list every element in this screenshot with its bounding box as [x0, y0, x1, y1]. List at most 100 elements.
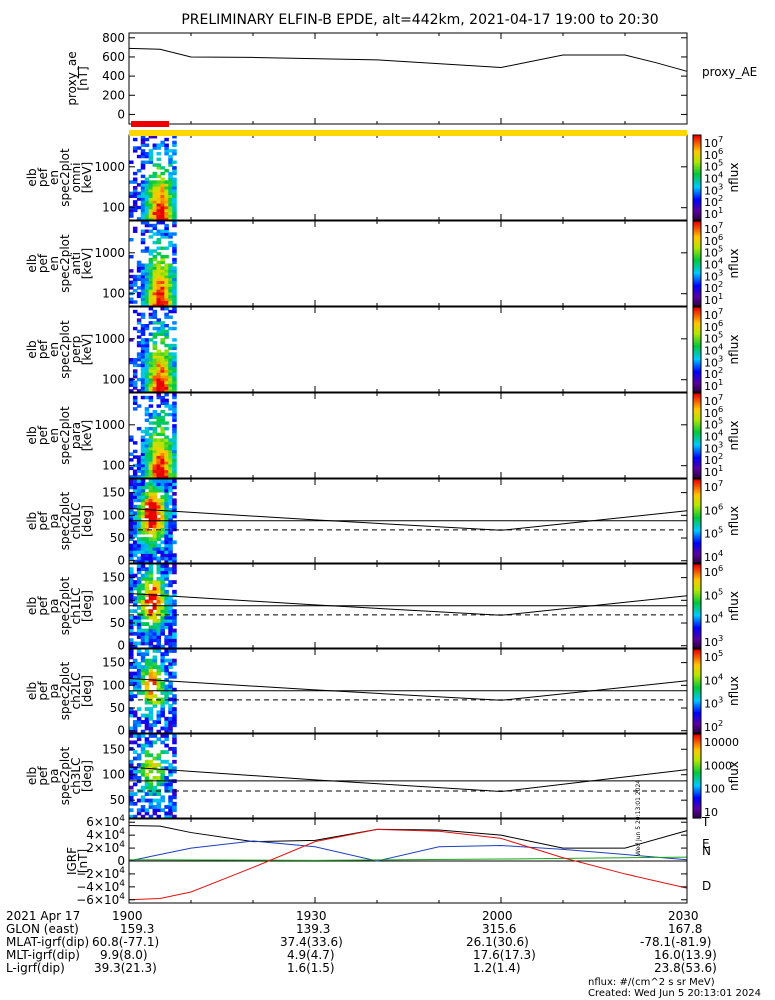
- spectrogram-pixel: [140, 491, 146, 496]
- spectrogram-pixel: [152, 458, 158, 462]
- colorbar-segment: [693, 375, 701, 378]
- spectrogram-pixel: [156, 152, 162, 156]
- spectrogram-pixel: [152, 326, 158, 331]
- colorbar-segment: [693, 701, 701, 705]
- spectrogram-pixel: [144, 366, 150, 370]
- spectrogram-pixel: [132, 776, 138, 780]
- spectrogram-pixel: [160, 358, 165, 362]
- spectrogram-pixel: [132, 226, 138, 231]
- panel-frame: [128, 306, 688, 393]
- spectrogram-pixel: [140, 635, 146, 639]
- spectrogram-pixel: [164, 570, 169, 575]
- spectrogram-pixel: [144, 449, 150, 454]
- y-axis-label: para: [69, 422, 83, 449]
- spectrogram-pixel: [136, 404, 142, 408]
- spectrogram-pixel: [172, 274, 177, 279]
- spectrogram-pixel: [164, 537, 169, 541]
- spectrogram-pixel: [168, 377, 173, 382]
- colorbar-segment: [693, 497, 701, 501]
- spectrogram-pixel: [140, 186, 146, 190]
- y-tick-label: 6×104: [86, 814, 125, 829]
- spectrogram-pixel: [148, 668, 154, 673]
- spectrogram-pixel: [156, 511, 162, 516]
- colorbar-segment: [693, 259, 701, 262]
- spectrogram-pixel: [168, 631, 173, 636]
- spectrogram-pixel: [164, 576, 169, 581]
- spectrogram-pixel: [152, 556, 158, 561]
- spectrogram-pixel: [148, 694, 154, 699]
- spectrogram-pixel: [156, 238, 162, 242]
- spectrogram-pixel: [136, 546, 142, 551]
- colorbar-segment: [693, 284, 701, 288]
- colorbar-segment: [693, 597, 701, 601]
- spectrogram-pixel: [144, 294, 150, 299]
- spectrogram-pixel: [140, 469, 146, 473]
- spectrogram-pixel: [140, 446, 146, 451]
- spectrogram-pixel: [164, 441, 169, 445]
- colorbar-segment: [693, 203, 701, 206]
- spectrogram-pixel: [164, 488, 169, 493]
- spectrogram-pixel: [132, 180, 138, 184]
- spectrogram-pixel: [144, 501, 150, 506]
- colorbar-segment: [693, 385, 701, 389]
- spectrogram-pixel: [172, 814, 177, 819]
- spectrogram-pixel: [144, 363, 150, 368]
- spectrogram-pixel: [156, 700, 162, 705]
- colorbar-segment: [693, 510, 701, 514]
- colorbar-segment: [693, 431, 701, 434]
- spectrogram-pixel: [172, 514, 177, 519]
- spectrogram-pixel: [168, 788, 173, 793]
- spectrogram-pixel: [168, 372, 173, 376]
- y-axis-label: pef: [36, 167, 50, 187]
- spectrogram-pixel: [172, 593, 177, 597]
- spectrogram-pixel: [140, 668, 146, 673]
- spectrogram-pixel: [164, 785, 169, 790]
- spectrogram-pixel: [144, 599, 150, 604]
- spectrogram-pixel: [132, 596, 138, 601]
- colorbar-segment: [693, 776, 701, 779]
- spectrogram-pixel: [168, 211, 173, 215]
- spectrogram-pixel: [172, 469, 177, 473]
- spectrogram-pixel: [132, 684, 138, 689]
- spectrogram-pixel: [172, 511, 177, 516]
- spectrogram-pixel: [148, 149, 154, 153]
- spectrogram-pixel: [132, 530, 138, 535]
- colorbar-segment: [693, 192, 701, 196]
- spectrogram-pixel: [172, 482, 177, 487]
- spectrogram-pixel: [152, 622, 158, 626]
- spectrogram-pixel: [164, 360, 169, 365]
- spectrogram-pixel: [156, 418, 162, 422]
- spectrogram-pixel: [172, 321, 177, 325]
- colorbar-segment: [693, 171, 701, 174]
- spectrogram-pixel: [160, 511, 165, 516]
- spectrogram-pixel: [144, 808, 150, 813]
- colorbar-segment: [693, 475, 701, 479]
- spectrogram-pixel: [132, 274, 138, 279]
- spectrogram-pixel: [144, 203, 150, 207]
- spectrogram-pixel: [164, 203, 169, 207]
- spectrogram-pixel: [129, 671, 134, 676]
- spectrogram-pixel: [148, 312, 154, 317]
- spectrogram-pixel: [168, 567, 173, 572]
- y-axis-label: spec2plot: [58, 320, 72, 379]
- spectrogram-pixel: [140, 160, 146, 164]
- spectrogram-pixel: [132, 463, 138, 468]
- colorbar-segment: [693, 422, 701, 426]
- spectrogram-pixel: [168, 671, 173, 676]
- spectrogram-pixel: [144, 665, 150, 669]
- spectrogram-pixel: [144, 280, 150, 284]
- spectrogram-pixel: [172, 358, 177, 362]
- spectrogram-pixel: [136, 329, 142, 334]
- spectrogram-pixel: [132, 550, 138, 554]
- colorbar-label: nflux: [727, 506, 741, 536]
- colorbar-segment: [693, 718, 701, 721]
- spectrogram-pixel: [132, 723, 138, 728]
- spectrogram-pixel: [160, 521, 165, 525]
- spectrogram-pixel: [160, 567, 165, 572]
- spectrogram-pixel: [152, 232, 158, 236]
- spectrogram-pixel: [144, 137, 150, 142]
- spectrogram-pixel: [172, 694, 177, 699]
- spectrogram-pixel: [152, 694, 158, 699]
- footer-cell: 167.8: [668, 922, 703, 936]
- spectrogram-pixel: [129, 238, 134, 242]
